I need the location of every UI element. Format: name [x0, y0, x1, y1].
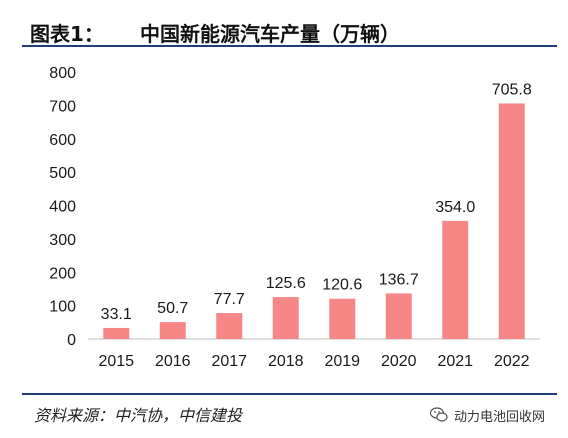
- bar: [216, 313, 243, 339]
- y-tick-label: 700: [49, 98, 76, 115]
- bar: [329, 298, 356, 339]
- x-tick-label: 2017: [211, 353, 247, 370]
- x-tick-label: 2015: [98, 353, 134, 370]
- bar: [385, 293, 412, 339]
- bar: [442, 220, 469, 339]
- x-tick-label: 2019: [324, 353, 360, 370]
- x-tick-label: 2016: [155, 353, 191, 370]
- top-rule: [22, 45, 557, 47]
- data-label: 136.7: [379, 271, 419, 288]
- y-tick-label: 200: [49, 265, 76, 282]
- chart-title: 中国新能源汽车产量（万辆）: [140, 22, 400, 46]
- watermark: 动力电池回收网: [430, 403, 545, 427]
- data-label: 33.1: [101, 306, 132, 323]
- y-tick-label: 400: [49, 199, 76, 216]
- watermark-text: 动力电池回收网: [454, 409, 546, 425]
- x-tick-label: 2018: [268, 353, 304, 370]
- bar-chart: 0 100 200 300 400 500 600 700 800 33.1 2015 50.7 201…: [49, 65, 540, 370]
- y-tick-label: 600: [49, 132, 76, 149]
- data-label: 120.6: [322, 277, 362, 294]
- data-label: 705.8: [492, 81, 532, 98]
- wechat-icon: [430, 407, 448, 422]
- data-label: 354.0: [435, 199, 475, 216]
- figure-label: 图表1：: [30, 22, 104, 46]
- bar: [103, 327, 130, 339]
- x-tick-label: 2020: [381, 353, 417, 370]
- y-tick-label: 300: [49, 232, 76, 249]
- bar: [272, 297, 299, 339]
- y-tick-label: 100: [49, 299, 76, 316]
- x-tick-label: 2022: [494, 353, 530, 370]
- data-label: 50.7: [157, 300, 188, 317]
- y-tick-label: 800: [49, 65, 76, 82]
- x-tick-label: 2021: [437, 353, 473, 370]
- bottom-rule: [22, 393, 557, 395]
- y-tick-label: 500: [49, 165, 76, 182]
- source-note: 资料来源：中汽协，中信建投: [34, 406, 243, 425]
- data-label: 77.7: [214, 291, 245, 308]
- data-label: 125.6: [266, 275, 306, 292]
- bar: [498, 103, 525, 340]
- y-tick-label: 0: [67, 332, 76, 349]
- title-bar: 图表1： 中国新能源汽车产量（万辆）: [22, 8, 557, 48]
- bar: [159, 322, 186, 339]
